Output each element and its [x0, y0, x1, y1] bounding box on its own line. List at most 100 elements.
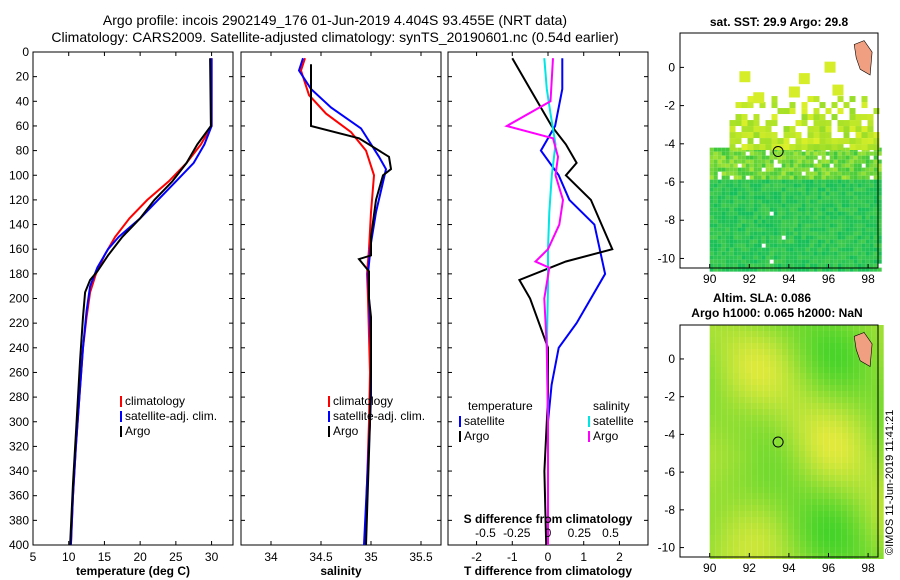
- sla-pixel: [853, 433, 860, 439]
- sst-pixel: [729, 211, 734, 216]
- sst-pixel: [801, 199, 806, 204]
- sst-pixel: [729, 215, 734, 220]
- sla-pixel: [859, 505, 866, 511]
- sla-pixel: [781, 457, 788, 463]
- sst-pixel: [837, 223, 842, 228]
- sla-pixel: [787, 463, 794, 469]
- sst-pixel: [713, 223, 718, 228]
- sst-pixel: [809, 255, 814, 260]
- sla-pixel: [721, 373, 728, 379]
- sst-pixel: [829, 187, 834, 192]
- sla-pixel: [793, 343, 800, 349]
- sst-pixel: [813, 235, 818, 240]
- sla-pixel: [811, 505, 818, 511]
- sst-pixel: [797, 239, 802, 244]
- sla-pixel: [859, 385, 866, 391]
- map-x-tick-label: 98: [861, 272, 875, 286]
- sst-pixel: [737, 247, 742, 252]
- sla-pixel: [757, 457, 764, 463]
- sst-pixel: [861, 239, 866, 244]
- sla-pixel: [799, 439, 806, 445]
- sst-pixel: [849, 144, 856, 151]
- sst-pixel: [709, 187, 714, 192]
- x-tick-label: 25: [169, 550, 183, 564]
- sla-pixel: [847, 457, 854, 463]
- sla-pixel: [871, 481, 878, 487]
- sst-pixel: [817, 227, 822, 232]
- sst-pixel: [801, 191, 806, 196]
- sst-pixel: [873, 255, 878, 260]
- sla-pixel: [727, 337, 734, 343]
- sst-pixel: [829, 151, 834, 156]
- sla-pixel: [721, 475, 728, 481]
- sla-pixel: [715, 355, 722, 361]
- sla-pixel: [865, 445, 872, 451]
- sla-pixel: [763, 535, 770, 541]
- sla-pixel: [715, 481, 722, 487]
- sst-pixel: [821, 239, 826, 244]
- sla-pixel: [799, 493, 806, 499]
- sla-pixel: [745, 451, 752, 457]
- sla-pixel: [745, 445, 752, 451]
- sla-pixel: [829, 397, 836, 403]
- sst-pixel: [733, 263, 738, 268]
- sst-pixel: [813, 108, 820, 115]
- sla-pixel: [745, 349, 752, 355]
- sla-pixel: [877, 469, 884, 475]
- sla-pixel: [853, 451, 860, 457]
- sst-pixel: [765, 259, 770, 264]
- sla-pixel: [823, 469, 830, 475]
- sla-pixel: [721, 397, 728, 403]
- sst-pixel: [793, 203, 798, 208]
- sst-pixel: [821, 155, 826, 160]
- sst-pixel: [741, 211, 746, 216]
- sla-pixel: [721, 523, 728, 529]
- sst-pixel: [877, 215, 882, 220]
- sst-pixel: [833, 239, 838, 244]
- sst-pixel: [833, 227, 838, 232]
- sst-pixel: [749, 195, 754, 200]
- sla-pixel: [715, 547, 722, 553]
- sla-pixel: [727, 553, 734, 559]
- sst-pixel: [865, 223, 870, 228]
- sla-pixel: [757, 385, 764, 391]
- sst-pixel: [777, 187, 782, 192]
- sst-pixel: [853, 155, 858, 160]
- sst-pixel: [741, 155, 746, 160]
- sla-pixel: [859, 529, 866, 535]
- sst-pixel: [817, 167, 822, 172]
- sla-pixel: [757, 535, 764, 541]
- sst-pixel: [735, 102, 742, 109]
- sla-pixel: [853, 385, 860, 391]
- sst-pixel: [845, 191, 850, 196]
- sst-pixel: [721, 155, 726, 160]
- sla-pixel: [805, 499, 812, 505]
- sst-pixel: [829, 231, 834, 236]
- sst-pixel: [781, 251, 786, 256]
- sla-pixel: [763, 421, 770, 427]
- sst-pixel: [713, 163, 718, 168]
- sla-pixel: [823, 445, 830, 451]
- sst-pixel: [821, 207, 826, 212]
- sst-pixel: [721, 251, 726, 256]
- sla-pixel: [715, 337, 722, 343]
- sla-pixel: [757, 373, 764, 379]
- sla-pixel: [787, 487, 794, 493]
- sla-pixel: [733, 511, 740, 517]
- sla-pixel: [847, 409, 854, 415]
- sst-pixel: [841, 159, 846, 164]
- sla-pixel: [745, 475, 752, 481]
- sst-pixel: [749, 211, 754, 216]
- sst-pixel: [857, 191, 862, 196]
- sst-pixel: [757, 251, 762, 256]
- sla-pixel: [823, 379, 830, 385]
- sst-pixel: [745, 259, 750, 264]
- sla-pixel: [709, 499, 716, 505]
- sla-pixel: [841, 427, 848, 433]
- sst-pixel: [857, 223, 862, 228]
- sst-pixel: [817, 231, 822, 236]
- sla-pixel: [871, 367, 878, 373]
- temperature-profile: 0204060801001201401601802002202402602803…: [9, 45, 234, 578]
- sst-pixel: [805, 207, 810, 212]
- sla-pixel: [805, 469, 812, 475]
